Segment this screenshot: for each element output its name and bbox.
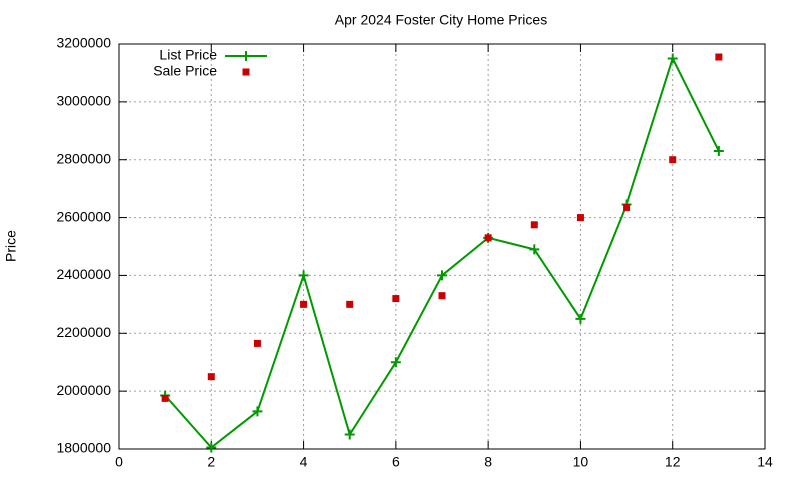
point-marker [206,442,217,453]
y-tick-label: 1800000 [56,440,111,456]
y-tick-label: 3000000 [56,93,111,109]
point-marker [161,394,169,402]
point-marker [392,295,400,303]
y-tick-label: 2400000 [56,266,111,282]
point-marker [715,53,723,61]
point-marker [713,146,724,157]
x-tick-label: 0 [115,454,123,470]
legend-marker [242,68,250,76]
point-marker [669,156,677,164]
legend-label: List Price [159,47,217,63]
point-marker [298,270,309,281]
plot-frame [118,43,766,450]
x-tick-label: 14 [757,454,773,470]
y-tick-label: 3200000 [56,35,111,51]
y-tick-label: 2600000 [56,208,111,224]
x-tick-label: 12 [665,454,681,470]
point-marker [207,373,215,381]
point-marker [530,221,538,229]
point-marker [623,203,631,211]
y-tick-label: 2800000 [56,150,111,166]
legend-label: Sale Price [153,63,217,79]
point-marker [484,234,492,242]
x-tick-label: 6 [392,454,400,470]
point-marker [529,244,540,255]
x-tick-label: 10 [573,454,589,470]
legend-marker [241,51,251,61]
y-tick-label: 2000000 [56,382,111,398]
point-marker [667,53,678,64]
point-marker [390,357,401,368]
point-marker [344,429,355,440]
x-tick-label: 4 [300,454,308,470]
y-axis-label: Price [3,230,19,262]
point-marker [576,214,584,222]
x-tick-label: 2 [207,454,215,470]
point-marker [575,313,586,324]
point-marker [346,300,354,308]
point-marker [300,300,308,308]
x-tick-label: 8 [484,454,492,470]
y-tick-label: 2200000 [56,324,111,340]
chart-title: Apr 2024 Foster City Home Prices [335,12,547,28]
point-marker [438,292,446,300]
point-marker [437,270,447,281]
point-marker [252,406,263,417]
point-marker [253,339,261,347]
